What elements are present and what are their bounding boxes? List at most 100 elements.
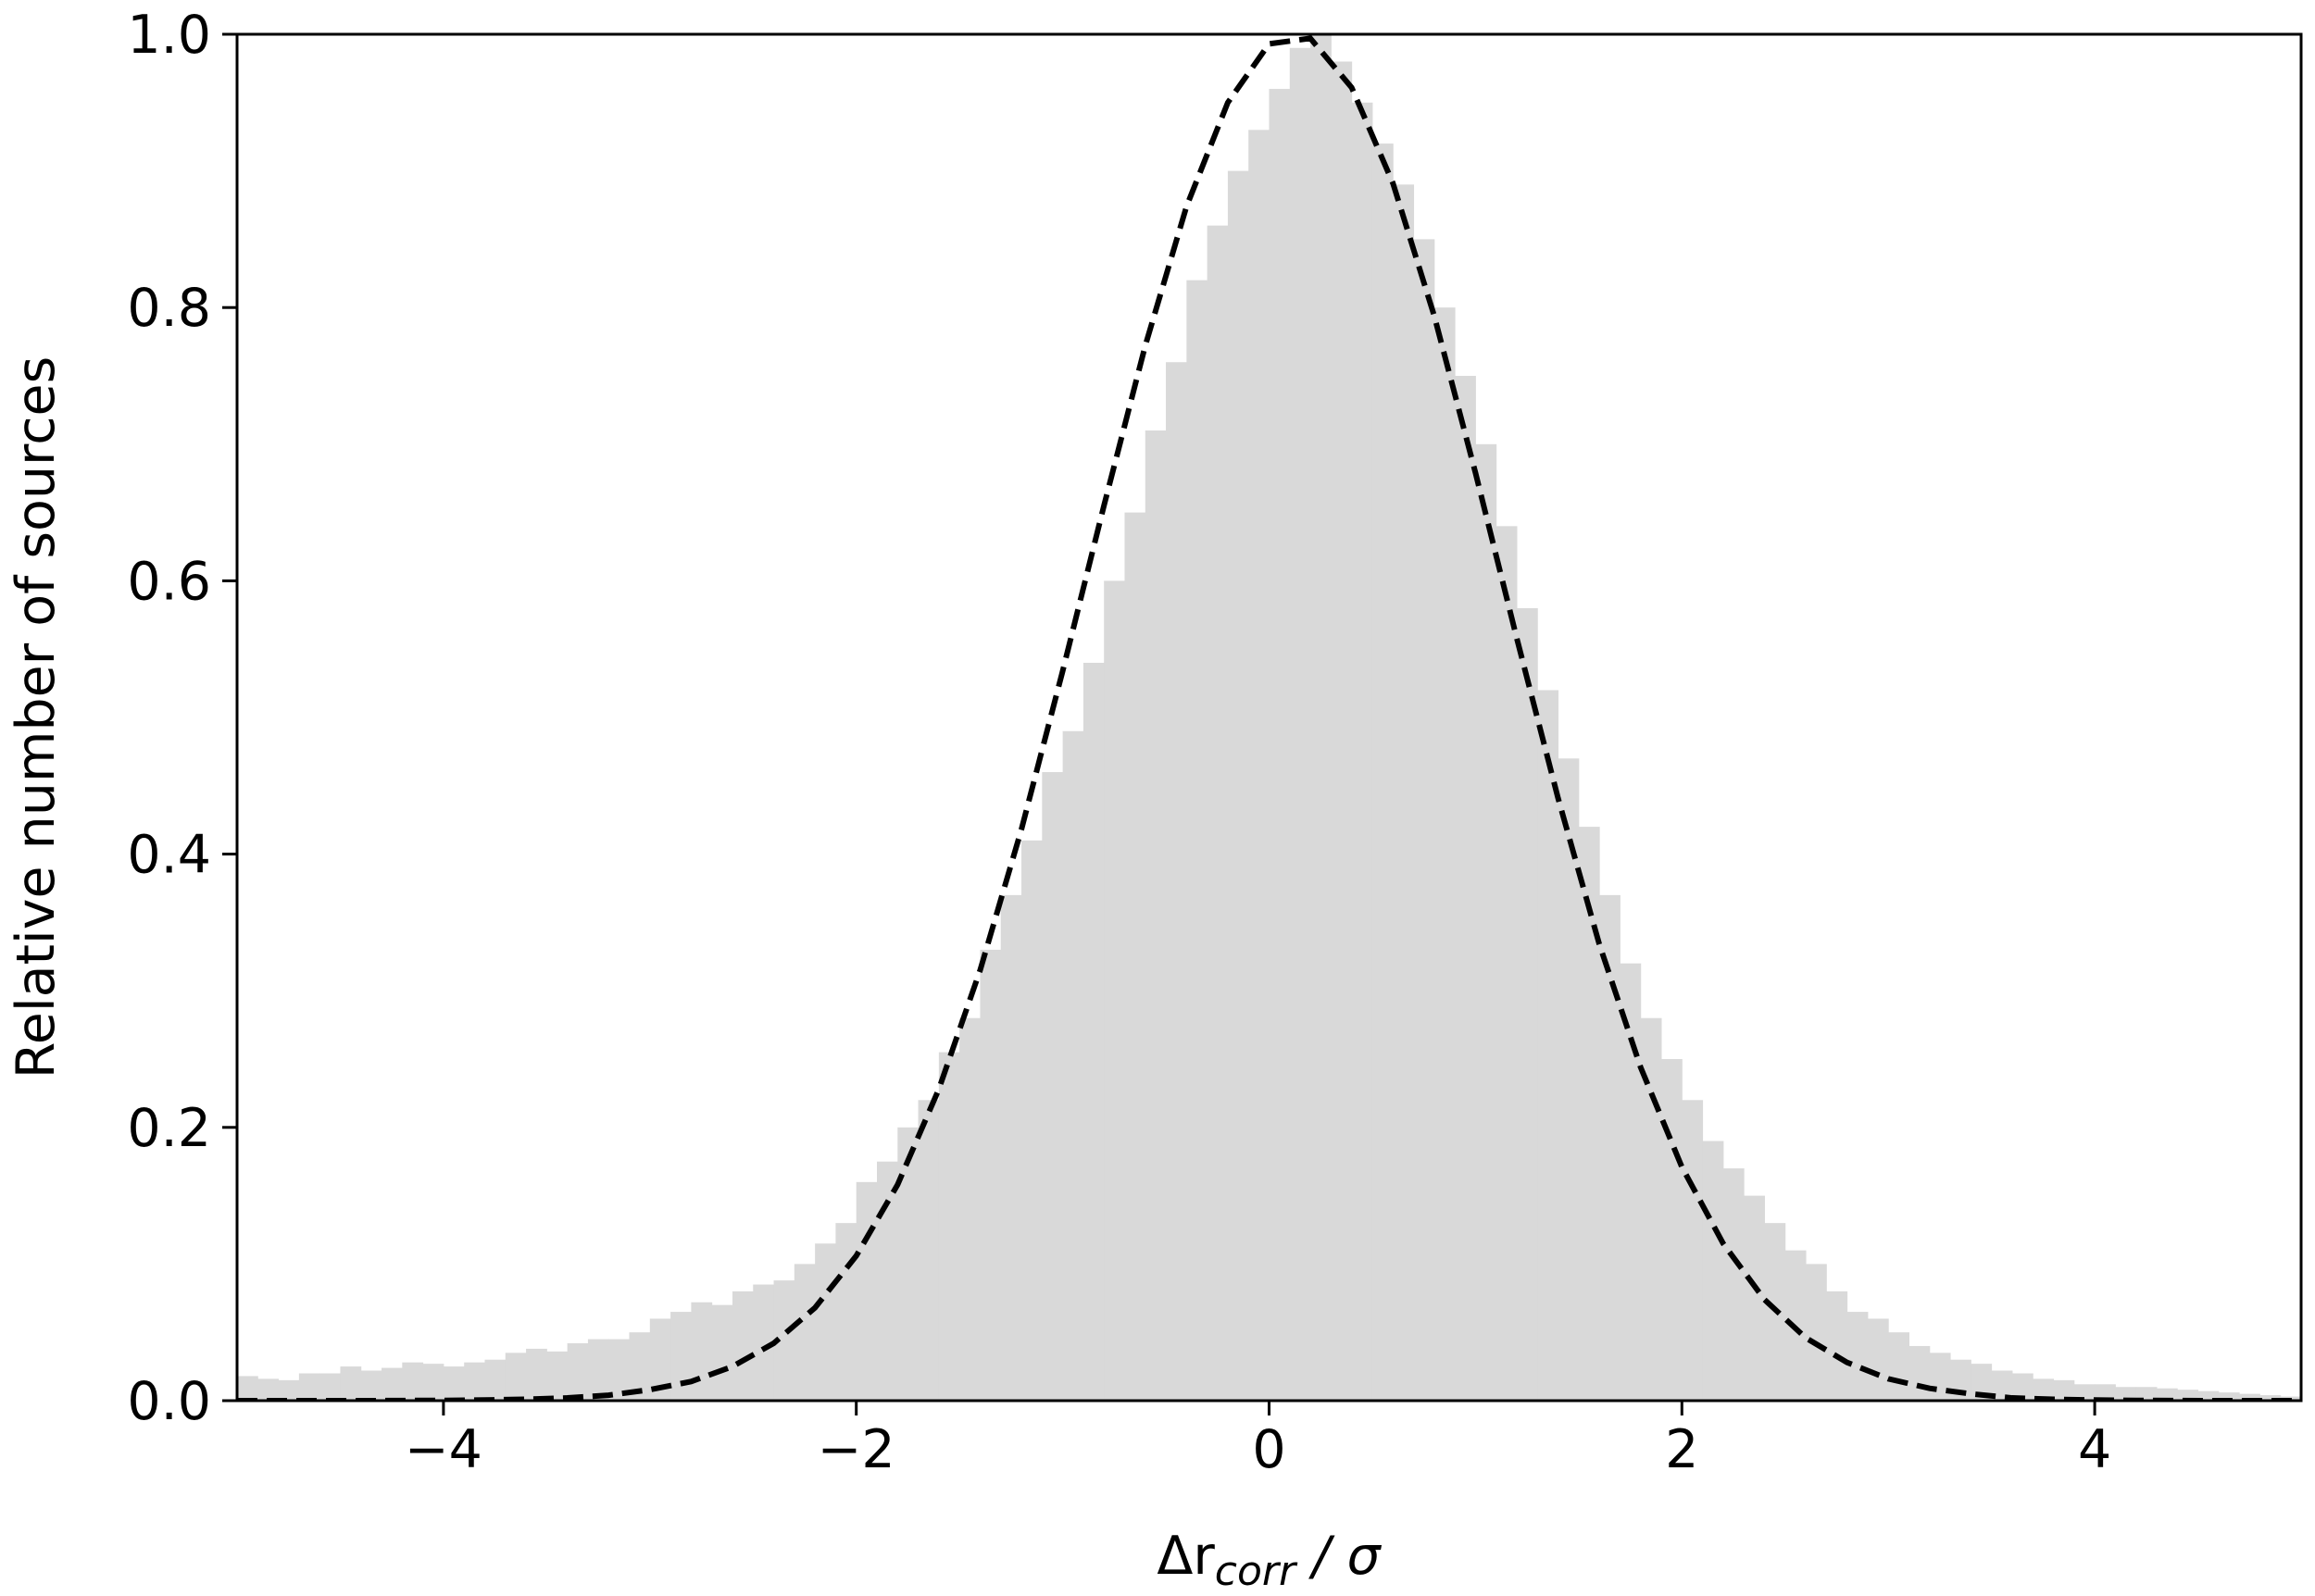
- bar: [1082, 662, 1105, 1401]
- x-tick-label: −4: [405, 1419, 482, 1480]
- bar: [2259, 1395, 2282, 1401]
- bar: [505, 1353, 527, 1401]
- bar: [1371, 143, 1394, 1401]
- bar: [649, 1318, 671, 1401]
- bar: [2197, 1390, 2220, 1401]
- bar: [897, 1127, 920, 1401]
- bar: [546, 1351, 569, 1401]
- bar: [691, 1302, 713, 1401]
- y-tick-label: 0.0: [127, 1371, 211, 1432]
- bar: [2033, 1378, 2055, 1401]
- bar: [2053, 1379, 2075, 1401]
- bar: [1806, 1264, 1827, 1401]
- bar: [918, 1100, 940, 1401]
- bar: [587, 1339, 609, 1401]
- x-label-rest: / σ: [1295, 1526, 1382, 1587]
- bar: [1000, 894, 1022, 1401]
- bar: [1867, 1318, 1889, 1401]
- bar: [1599, 894, 1620, 1401]
- bar: [2177, 1390, 2199, 1401]
- bar: [1269, 89, 1291, 1401]
- bar: [1744, 1195, 1765, 1401]
- bar: [1331, 61, 1353, 1401]
- bar: [1433, 307, 1456, 1401]
- bar: [1310, 34, 1332, 1401]
- plot-area: [237, 34, 2301, 1401]
- bar: [443, 1366, 465, 1401]
- x-label-base: Δr: [1157, 1526, 1215, 1587]
- bar: [1124, 512, 1146, 1401]
- bar: [794, 1264, 816, 1401]
- x-label-sub: corr: [1215, 1548, 1298, 1595]
- x-tick-label: −2: [818, 1419, 895, 1480]
- bar: [382, 1367, 403, 1401]
- bar: [257, 1378, 280, 1401]
- bar: [1702, 1141, 1724, 1401]
- bar: [1826, 1291, 1848, 1401]
- bar: [567, 1343, 589, 1401]
- bar: [835, 1223, 857, 1401]
- bar: [773, 1280, 795, 1401]
- bar: [1021, 840, 1043, 1401]
- bar: [1640, 1017, 1662, 1401]
- bar: [1289, 47, 1311, 1401]
- bar: [959, 1017, 981, 1401]
- bar: [938, 1052, 960, 1401]
- bar: [1413, 239, 1435, 1401]
- y-tick-label: 0.6: [127, 551, 211, 612]
- bar: [237, 1376, 258, 1401]
- bar: [1186, 280, 1208, 1401]
- bar: [608, 1339, 631, 1401]
- x-tick-label: 4: [2078, 1419, 2111, 1480]
- bar: [1620, 963, 1642, 1401]
- bar: [422, 1364, 444, 1401]
- bar: [1455, 376, 1476, 1401]
- bar: [1516, 607, 1538, 1401]
- bar: [2218, 1392, 2240, 1401]
- bar: [1207, 225, 1229, 1401]
- bar: [1104, 580, 1125, 1401]
- bar: [484, 1359, 507, 1401]
- bar: [1971, 1364, 1993, 1401]
- bar: [360, 1370, 382, 1401]
- bar: [2073, 1384, 2096, 1401]
- bar: [1227, 170, 1249, 1401]
- bar: [2135, 1387, 2158, 1401]
- bar: [1682, 1100, 1704, 1401]
- bar: [815, 1243, 836, 1401]
- bar: [1661, 1059, 1683, 1401]
- bar: [711, 1304, 733, 1401]
- bar: [319, 1373, 341, 1401]
- bar: [1558, 758, 1580, 1401]
- bar: [298, 1373, 320, 1401]
- bar: [732, 1291, 754, 1401]
- y-tick-label: 0.8: [127, 278, 211, 339]
- y-tick-label: 0.4: [127, 825, 211, 886]
- bar: [753, 1284, 775, 1401]
- bar: [1495, 526, 1518, 1401]
- x-axis-label: Δrcorr / σ: [1157, 1526, 1382, 1595]
- bar: [1145, 430, 1167, 1401]
- bar: [2095, 1384, 2116, 1401]
- bar: [1351, 102, 1373, 1401]
- bar: [1248, 130, 1270, 1401]
- bar: [670, 1312, 692, 1401]
- y-tick-label: 0.2: [127, 1098, 211, 1159]
- bar: [2239, 1393, 2260, 1401]
- bar: [980, 949, 1002, 1401]
- bar: [1991, 1370, 2013, 1401]
- bar: [629, 1332, 651, 1401]
- bar: [1393, 184, 1415, 1401]
- bar: [1537, 690, 1559, 1401]
- bar: [278, 1379, 300, 1401]
- y-axis-label: Relative number of sources: [6, 356, 67, 1079]
- x-tick-label: 2: [1665, 1419, 1698, 1480]
- bar: [1166, 362, 1187, 1401]
- bar: [464, 1362, 485, 1401]
- bar: [856, 1181, 878, 1401]
- bar: [402, 1362, 424, 1401]
- bar: [1062, 730, 1084, 1401]
- fit-line: [237, 35, 2301, 1401]
- bar: [1042, 772, 1064, 1401]
- bar: [1475, 443, 1497, 1401]
